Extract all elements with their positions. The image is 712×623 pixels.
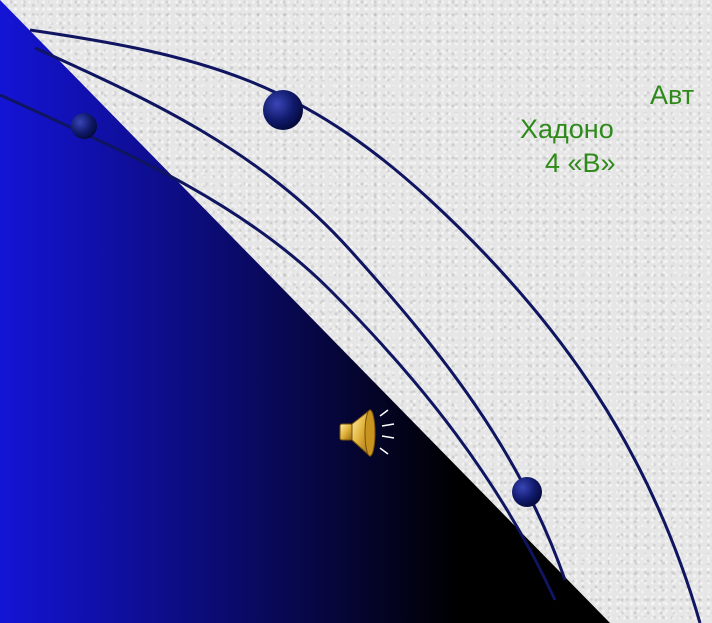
- planet-large: [263, 90, 303, 130]
- orbit-line-outer: [29, 28, 702, 623]
- dark-blue-triangle: [0, 0, 610, 623]
- planet-small-bottom: [512, 477, 542, 507]
- orbit-line-middle: [34, 46, 567, 581]
- planet-small-left: [71, 113, 97, 139]
- author-label: Авт: [650, 80, 695, 110]
- speaker-sound-icon[interactable]: [336, 402, 398, 464]
- author-name: Хадоно: [520, 114, 614, 144]
- author-info-text: Авт Хадоно 4 «В»: [520, 78, 712, 180]
- speaker-icon: [339, 408, 395, 458]
- author-class: 4 «В»: [545, 148, 616, 178]
- orbit-line-inner: [0, 93, 557, 601]
